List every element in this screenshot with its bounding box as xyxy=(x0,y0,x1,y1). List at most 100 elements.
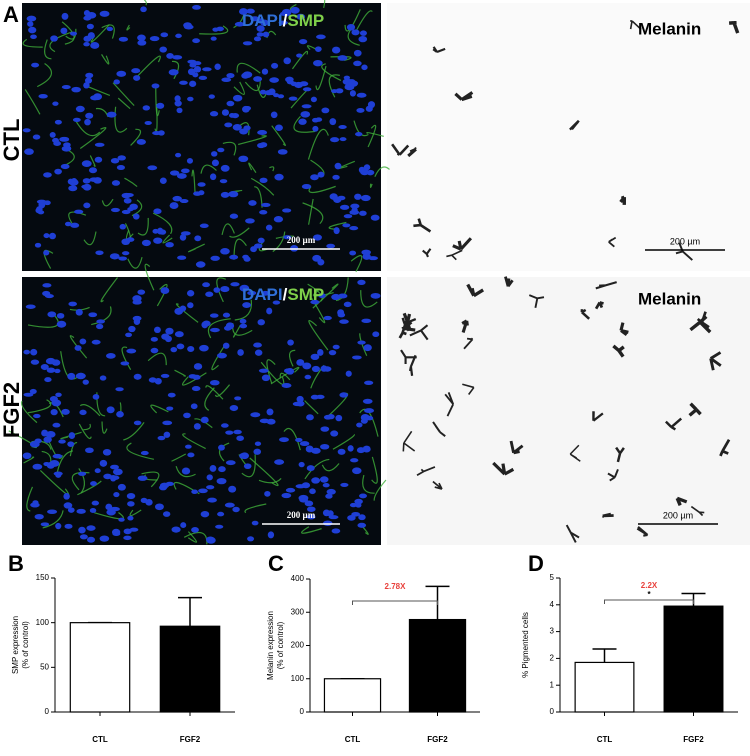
nucleus xyxy=(109,253,120,260)
nucleus xyxy=(239,318,247,324)
nucleus xyxy=(131,68,141,74)
melanocyte xyxy=(636,525,649,537)
nucleus xyxy=(217,511,225,517)
nucleus xyxy=(22,452,32,460)
nucleus xyxy=(167,392,176,398)
nucleus xyxy=(46,367,56,373)
melanocyte xyxy=(689,315,712,334)
nucleus xyxy=(32,134,41,140)
nucleus xyxy=(187,68,196,76)
nucleus xyxy=(358,514,366,521)
cell-process xyxy=(89,155,96,167)
nucleus xyxy=(52,137,59,143)
nucleus xyxy=(120,361,130,366)
cell-process xyxy=(369,183,373,189)
nucleus xyxy=(84,118,91,126)
nucleus xyxy=(37,210,45,215)
nucleus xyxy=(350,458,359,463)
nucleus xyxy=(257,319,265,326)
nucleus xyxy=(215,524,224,529)
nucleus xyxy=(365,415,374,421)
nucleus xyxy=(190,403,198,410)
nucleus xyxy=(253,76,263,82)
nucleus xyxy=(110,475,117,482)
nucleus xyxy=(362,445,371,453)
nucleus xyxy=(327,414,335,420)
nucleus xyxy=(272,300,281,305)
nucleus xyxy=(43,250,50,256)
nucleus xyxy=(61,12,69,20)
nucleus xyxy=(317,349,324,356)
nucleus xyxy=(320,444,330,450)
cell-process xyxy=(121,346,132,370)
nucleus xyxy=(311,477,321,484)
melanocyte xyxy=(462,383,475,395)
nucleus xyxy=(206,536,216,544)
nucleus xyxy=(312,254,322,262)
nucleus xyxy=(121,192,131,199)
cell-process xyxy=(144,263,155,291)
nucleus xyxy=(229,405,239,412)
nucleus xyxy=(266,408,274,416)
cell-process xyxy=(214,384,231,397)
y-axis-label: SMP expression xyxy=(11,616,20,674)
nucleus xyxy=(270,111,278,119)
cell-process xyxy=(150,404,169,414)
bar xyxy=(408,618,467,713)
nucleus xyxy=(282,208,292,213)
nucleus xyxy=(140,450,149,456)
nucleus xyxy=(52,101,59,106)
nucleus xyxy=(64,145,72,151)
stain-dapi: DAPI xyxy=(242,285,283,304)
row-label: CTL xyxy=(0,119,24,162)
annotation: 2.78X xyxy=(385,582,407,591)
y-tick-label: 100 xyxy=(291,674,305,683)
nucleus xyxy=(116,70,127,77)
nucleus xyxy=(243,125,251,131)
nucleus xyxy=(306,465,315,472)
cell-process xyxy=(83,423,91,431)
nucleus xyxy=(150,336,158,342)
nucleus xyxy=(329,118,337,126)
cell-process xyxy=(355,10,373,32)
nucleus xyxy=(306,414,314,421)
nucleus xyxy=(165,327,174,335)
nucleus xyxy=(59,136,70,142)
nucleus xyxy=(218,466,226,473)
bar xyxy=(663,605,724,713)
nucleus xyxy=(159,177,167,184)
nucleus xyxy=(133,75,141,81)
melanocyte xyxy=(675,496,688,506)
nucleus xyxy=(285,487,296,493)
cell-process xyxy=(300,526,322,534)
nucleus xyxy=(121,251,130,256)
nucleus xyxy=(191,489,198,494)
cell-process xyxy=(199,25,229,35)
melanocyte xyxy=(592,411,604,422)
nucleus xyxy=(85,447,94,454)
melanocyte xyxy=(401,320,416,332)
nucleus xyxy=(45,357,56,365)
nucleus xyxy=(56,312,65,319)
micrograph-fgf2-melanin xyxy=(387,277,750,545)
cell-process xyxy=(162,234,173,244)
cell-process xyxy=(304,458,330,480)
nucleus xyxy=(106,509,116,516)
cell-process xyxy=(36,63,53,88)
nucleus xyxy=(209,464,217,472)
melanocyte xyxy=(619,322,629,336)
nucleus xyxy=(248,200,257,206)
cell-process xyxy=(42,510,64,529)
scale-bar-label: 200 µm xyxy=(287,235,316,245)
cell-process xyxy=(248,162,257,174)
nucleus xyxy=(55,471,62,478)
nucleus xyxy=(298,118,307,125)
nucleus xyxy=(175,152,182,158)
nucleus xyxy=(313,234,322,241)
nucleus xyxy=(239,284,250,292)
nucleus xyxy=(152,228,159,234)
micrograph-ctl-smp xyxy=(22,3,381,271)
nucleus xyxy=(202,67,212,72)
nucleus xyxy=(349,502,357,508)
melanocyte xyxy=(719,439,731,457)
